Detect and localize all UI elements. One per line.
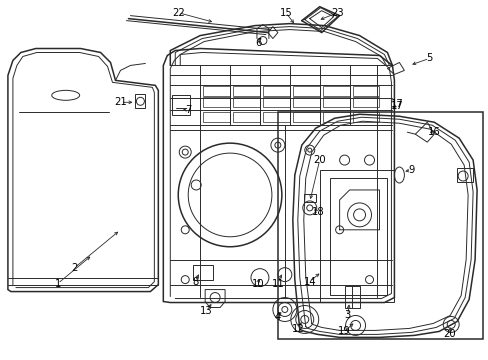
Text: 16: 16 <box>427 127 440 137</box>
Bar <box>322 97 349 107</box>
Bar <box>203 86 229 96</box>
Bar <box>322 86 349 96</box>
Text: 17: 17 <box>390 101 403 111</box>
Bar <box>456 168 472 182</box>
Bar <box>263 112 289 122</box>
Text: 4: 4 <box>274 312 281 323</box>
Text: 17: 17 <box>390 99 403 109</box>
Bar <box>135 94 145 108</box>
Bar <box>352 86 379 96</box>
Text: 1: 1 <box>55 279 61 289</box>
Text: 22: 22 <box>171 8 184 18</box>
Bar <box>172 95 190 115</box>
Text: 2: 2 <box>71 263 78 273</box>
Text: 7: 7 <box>184 105 191 115</box>
Bar <box>303 194 315 202</box>
Text: 14: 14 <box>303 276 315 287</box>
Text: 9: 9 <box>407 165 414 175</box>
Bar <box>322 112 349 122</box>
Text: 20: 20 <box>313 155 325 165</box>
Text: 10: 10 <box>251 279 264 289</box>
Bar <box>292 112 319 122</box>
Text: 12: 12 <box>291 324 304 334</box>
Text: 21: 21 <box>114 97 126 107</box>
Bar <box>292 97 319 107</box>
Text: 8: 8 <box>192 276 198 287</box>
Bar <box>193 265 213 280</box>
Text: 5: 5 <box>425 54 431 63</box>
Text: 13: 13 <box>200 306 212 316</box>
Bar <box>203 97 229 107</box>
Text: 20: 20 <box>442 329 455 339</box>
Bar <box>352 112 379 122</box>
Bar <box>203 112 229 122</box>
Bar <box>344 285 359 307</box>
Bar <box>263 86 289 96</box>
Text: 15: 15 <box>279 8 292 18</box>
Bar <box>352 97 379 107</box>
Bar <box>233 86 260 96</box>
Bar <box>277 112 482 339</box>
Bar <box>292 86 319 96</box>
Text: 18: 18 <box>311 207 324 217</box>
Text: 23: 23 <box>331 8 343 18</box>
Text: 19: 19 <box>338 327 350 336</box>
Text: 6: 6 <box>254 37 261 48</box>
Bar <box>233 112 260 122</box>
Bar <box>263 97 289 107</box>
Text: 11: 11 <box>271 279 284 289</box>
Text: 3: 3 <box>344 310 350 320</box>
Bar <box>233 97 260 107</box>
